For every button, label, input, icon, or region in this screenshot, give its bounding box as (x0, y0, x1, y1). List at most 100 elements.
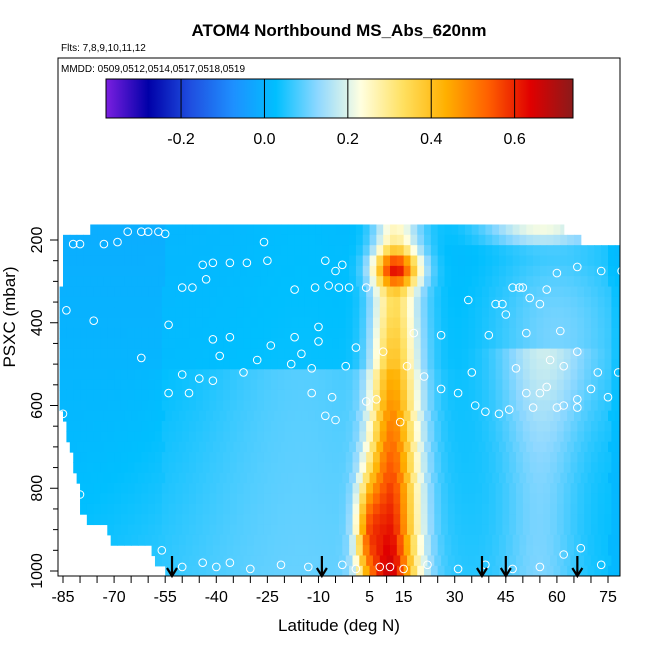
heatmap-cell (63, 245, 71, 257)
heatmap-cell (263, 503, 272, 515)
heatmap-cell (257, 503, 265, 515)
heatmap-cell (172, 545, 180, 557)
heatmap-cell (567, 441, 575, 453)
heatmap-cell (468, 514, 476, 526)
heatmap-cell (625, 452, 632, 463)
heatmap-cell (632, 328, 639, 339)
heatmap-cell (379, 327, 388, 339)
heatmap-cell (492, 245, 500, 257)
heatmap-cell (342, 441, 350, 453)
heatmap-cell (178, 534, 187, 546)
heatmap-cell (209, 296, 217, 308)
sample-point (266, 341, 276, 350)
heatmap-cell (632, 431, 639, 442)
heatmap-cell (580, 565, 589, 576)
chart-title: ATOM4 Northbound MS_Abs_620nm (191, 21, 486, 40)
heatmap-cell (352, 389, 360, 401)
heatmap-cell (499, 534, 507, 546)
heatmap-cell (154, 503, 163, 515)
heatmap-cell (338, 493, 347, 505)
heatmap-cell (206, 565, 214, 576)
heatmap-cell (185, 565, 194, 576)
heatmap-cell (546, 534, 555, 546)
heatmap-cell (185, 545, 194, 557)
heatmap-cell (240, 276, 248, 288)
heatmap-cell (516, 514, 524, 526)
heatmap-cell (407, 389, 415, 401)
heatmap-cell (516, 462, 524, 474)
heatmap-cell (332, 493, 340, 505)
heatmap-cell (311, 317, 320, 329)
heatmap-cell (526, 255, 534, 267)
heatmap-cell (151, 410, 159, 422)
heatmap-cell (325, 400, 333, 412)
heatmap-cell (420, 431, 429, 443)
heatmap-cell (240, 265, 248, 277)
heatmap-cell (233, 245, 241, 257)
heatmap-cell (318, 514, 326, 526)
heatmap-cell (80, 421, 88, 432)
heatmap-cell (413, 421, 422, 432)
heatmap-cell (604, 524, 612, 536)
heatmap-cell (80, 400, 88, 412)
heatmap-cell (246, 534, 255, 546)
heatmap-cell (257, 327, 265, 339)
heatmap-cell (291, 338, 299, 350)
heatmap-cell (97, 410, 105, 422)
heatmap-cell (291, 514, 299, 526)
heatmap-cell (420, 493, 429, 505)
heatmap-cell (199, 265, 207, 277)
heatmap-cell (625, 369, 632, 380)
heatmap-cell (209, 369, 217, 381)
sample-point (522, 328, 531, 338)
heatmap-cell (97, 234, 105, 246)
heatmap-cell (325, 358, 333, 370)
heatmap-cell (219, 224, 228, 236)
heatmap-cell (359, 421, 367, 432)
heatmap-cell (352, 524, 360, 536)
heatmap-cell (274, 410, 282, 422)
heatmap-cell (93, 421, 102, 432)
heatmap-cell (263, 555, 272, 567)
heatmap-cell (161, 452, 170, 463)
heatmap-cell (577, 286, 585, 298)
heatmap-cell (240, 472, 248, 484)
heatmap-cell (332, 462, 340, 474)
heatmap-cell (338, 514, 347, 526)
sample-point (225, 332, 235, 342)
heatmap-cell (202, 317, 211, 329)
x-axis-tick-label: 5 (365, 589, 374, 606)
heatmap-cell (209, 348, 217, 360)
sample-point (113, 237, 122, 247)
heatmap-cell (212, 441, 221, 453)
heatmap-cell (444, 545, 452, 557)
heatmap-cell (233, 410, 241, 422)
heatmap-cell (454, 348, 463, 360)
heatmap-cell (393, 421, 401, 432)
heatmap-cell (492, 441, 500, 453)
heatmap-cell (270, 389, 279, 401)
heatmap-cell (604, 400, 612, 412)
heatmap-cell (209, 338, 217, 350)
heatmap-cell (614, 565, 620, 576)
heatmap-cell (83, 255, 91, 267)
heatmap-cell (175, 296, 183, 308)
sample-point (351, 564, 361, 574)
heatmap-cell (274, 276, 282, 288)
heatmap-cell (529, 317, 538, 329)
heatmap-cell (614, 534, 620, 546)
heatmap-cell (590, 286, 599, 298)
heatmap-cell (393, 379, 401, 391)
heatmap-cell (192, 534, 200, 546)
heatmap-cell (563, 379, 572, 391)
heatmap-cell (533, 441, 541, 453)
heatmap-cell (577, 431, 585, 443)
heatmap-cell (223, 317, 231, 329)
heatmap-cell (618, 348, 620, 360)
heatmap-cell (502, 358, 510, 370)
heatmap-cell (257, 514, 265, 526)
heatmap-cell (454, 369, 463, 381)
heatmap-cell (632, 297, 639, 308)
heatmap-cell (611, 431, 619, 443)
heatmap-cell (229, 369, 238, 381)
